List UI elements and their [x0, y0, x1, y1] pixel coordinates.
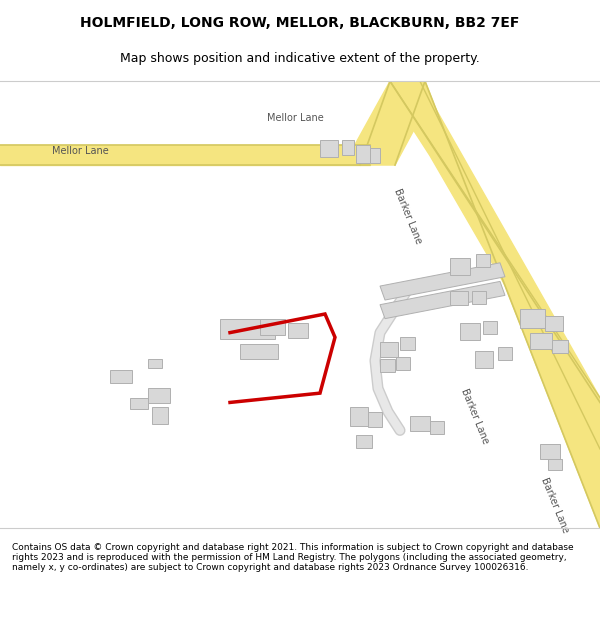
- Text: Contains OS data © Crown copyright and database right 2021. This information is : Contains OS data © Crown copyright and d…: [12, 542, 574, 572]
- Bar: [342, 140, 354, 155]
- Text: Mellor Lane: Mellor Lane: [266, 114, 323, 124]
- Bar: [288, 323, 308, 338]
- Bar: [380, 359, 395, 372]
- Bar: [460, 323, 480, 340]
- Polygon shape: [390, 81, 600, 449]
- Bar: [530, 332, 552, 349]
- Bar: [368, 412, 382, 427]
- Bar: [320, 140, 338, 157]
- Text: Mellor Lane: Mellor Lane: [52, 146, 109, 156]
- Bar: [148, 389, 170, 403]
- Polygon shape: [390, 81, 600, 528]
- Bar: [130, 398, 148, 409]
- Bar: [548, 459, 562, 471]
- Bar: [400, 338, 415, 350]
- Bar: [370, 148, 380, 163]
- Bar: [520, 309, 545, 328]
- Bar: [475, 351, 493, 368]
- Bar: [240, 344, 278, 359]
- Bar: [148, 359, 162, 368]
- Text: HOLMFIELD, LONG ROW, MELLOR, BLACKBURN, BB2 7EF: HOLMFIELD, LONG ROW, MELLOR, BLACKBURN, …: [80, 16, 520, 30]
- Bar: [396, 357, 410, 370]
- Bar: [498, 347, 512, 359]
- Text: Barker Lane: Barker Lane: [539, 476, 571, 534]
- Text: Barker Lane: Barker Lane: [460, 388, 491, 446]
- Bar: [410, 416, 430, 431]
- Bar: [430, 421, 444, 434]
- Bar: [220, 319, 275, 339]
- Bar: [472, 291, 486, 304]
- Text: Barker Lane: Barker Lane: [392, 187, 424, 246]
- Bar: [152, 407, 168, 424]
- Polygon shape: [0, 144, 370, 165]
- Bar: [540, 444, 560, 459]
- Bar: [450, 258, 470, 275]
- Bar: [260, 319, 285, 336]
- Bar: [350, 407, 368, 426]
- Bar: [545, 316, 563, 331]
- Polygon shape: [380, 281, 505, 319]
- Polygon shape: [380, 262, 505, 300]
- Text: Map shows position and indicative extent of the property.: Map shows position and indicative extent…: [120, 52, 480, 65]
- Bar: [380, 342, 398, 357]
- Bar: [552, 340, 568, 353]
- Bar: [356, 144, 370, 163]
- Bar: [476, 254, 490, 268]
- Bar: [110, 370, 132, 383]
- Bar: [483, 321, 497, 334]
- Bar: [450, 291, 468, 304]
- Polygon shape: [355, 81, 425, 165]
- Bar: [356, 435, 372, 448]
